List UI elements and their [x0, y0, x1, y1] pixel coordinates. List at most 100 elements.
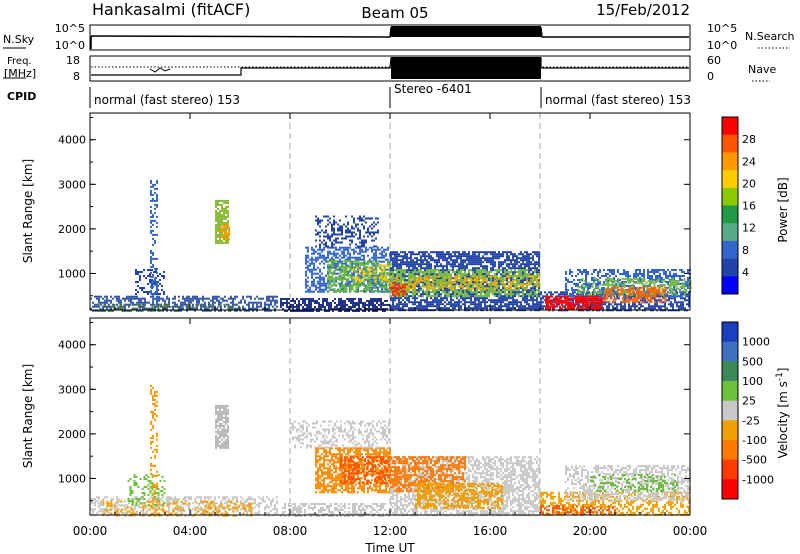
power-colorbar: 28 24 20 16 12 8 4 — [721, 116, 756, 295]
nsky-tick-top: 10^5 — [55, 22, 85, 35]
colorbar-tick-label: -1000 — [742, 473, 774, 486]
colorbar-segment — [722, 381, 738, 402]
echo-region — [150, 179, 158, 302]
colorbar-segment — [722, 341, 738, 362]
echo-region — [97, 303, 242, 312]
nsky-tick-bottom: 10^0 — [55, 39, 85, 52]
nave-tick-top: 60 — [707, 54, 721, 67]
y-tick-label: 3000 — [58, 178, 86, 191]
echo-region — [315, 447, 391, 494]
freq-label-line2: [MHz] — [4, 67, 36, 80]
x-tick-label: 16:00 — [473, 524, 508, 538]
colorbar-segment — [722, 187, 738, 206]
velocity-colorbar: 1000 500 100 25 -25 -100 -500 -1000 — [721, 321, 774, 500]
colorbar-tick-label: -25 — [742, 414, 760, 427]
colorbar-tick-label: -100 — [742, 434, 767, 447]
colorbar-frame — [721, 321, 739, 500]
cpid-label: CPID — [7, 90, 36, 103]
power-y-axis: 1000 2000 3000 4000 — [58, 116, 690, 297]
nave-tick-bottom: 0 — [707, 70, 714, 83]
colorbar-tick-label: 4 — [742, 266, 749, 279]
echo-region — [280, 298, 390, 312]
echo-region — [280, 503, 390, 517]
freq-label-line1: Freq. — [7, 56, 32, 67]
freq-strip: Freq. [MHz] 18 8 60 0 Nave — [3, 54, 776, 83]
echo-region — [545, 295, 603, 310]
echo-region — [352, 264, 391, 283]
colorbar-segment — [722, 440, 738, 461]
colorbar-segment — [722, 361, 738, 382]
freq-tick-bottom: 8 — [73, 70, 80, 83]
cpid-segment-2: Stereo -6401 — [394, 82, 472, 96]
echo-region — [102, 500, 253, 517]
cpid-row: CPID normal (fast stereo) 153 Stereo -64… — [7, 82, 691, 108]
colorbar-tick-label: 16 — [742, 200, 756, 213]
power-panel: 1000 2000 3000 4000 Slant Range [km] 28 24 20… — [21, 112, 790, 312]
colorbar-segment — [722, 322, 738, 343]
cpid-segment-1: normal (fast stereo) 153 — [94, 93, 240, 107]
velocity-data-layer — [90, 318, 691, 517]
echo-region — [220, 224, 230, 241]
y-tick-label: 2000 — [58, 428, 86, 441]
colorbar-tick-label: 100 — [742, 375, 763, 388]
date-title: 15/Feb/2012 — [596, 1, 690, 19]
colorbar-segment — [722, 117, 738, 136]
colorbar-segment — [722, 223, 738, 242]
echo-region — [290, 420, 390, 449]
colorbar-segment — [722, 479, 738, 500]
echo-region — [150, 384, 158, 505]
x-tick-label: 00:00 — [73, 524, 108, 538]
y-tick-label: 3000 — [58, 383, 86, 396]
colorbar-tick-label: 1000 — [742, 336, 770, 349]
echo-region — [315, 215, 379, 248]
y-tick-label: 2000 — [58, 223, 86, 236]
velocity-ylabel: Slant Range [km] — [21, 364, 35, 468]
velocity-colorbar-label: Velocity [m s-1] — [775, 368, 790, 459]
colorbar-tick-label: 500 — [742, 355, 763, 368]
colorbar-segment — [722, 420, 738, 441]
power-ylabel: Slant Range [km] — [21, 159, 35, 263]
nsky-strip: N.Sky 10^5 10^0 10^5 10^0 N.Search — [3, 22, 795, 52]
y-tick-label: 1000 — [58, 472, 86, 485]
echo-region — [590, 474, 678, 492]
echo-region — [340, 456, 390, 485]
nave-label: Nave — [748, 63, 776, 76]
beam-title: Beam 05 — [361, 4, 428, 22]
nsearch-label: N.Search — [745, 30, 795, 43]
nsky-label: N.Sky — [3, 33, 35, 46]
colorbar-segment — [722, 205, 738, 224]
echo-region — [415, 482, 503, 509]
colorbar-tick-label: 12 — [742, 222, 756, 235]
nsearch-tick-top: 10^5 — [707, 22, 737, 35]
velocity-y-axis: 1000 2000 3000 4000 — [58, 321, 690, 502]
colorbar-segment — [722, 276, 738, 295]
power-colorbar-label: Power [dB] — [776, 177, 790, 242]
colorbar-frame — [721, 116, 739, 295]
time-axis: 00:00 04:00 08:00 12:00 16:00 20:00 00:00 — [73, 113, 708, 538]
y-tick-label: 4000 — [58, 134, 86, 147]
x-tick-label: 04:00 — [173, 524, 208, 538]
colorbar-tick-label: 20 — [742, 177, 756, 190]
colorbar-segment — [722, 134, 738, 153]
cpid-segment-3: normal (fast stereo) 153 — [545, 93, 691, 107]
colorbar-segment — [722, 240, 738, 260]
x-tick-label: 00:00 — [673, 524, 708, 538]
colorbar-tick-label: 8 — [742, 244, 749, 257]
station-title: Hankasalmi (fitACF) — [92, 0, 250, 19]
y-tick-label: 4000 — [58, 339, 86, 352]
colorbar-segment — [722, 258, 738, 277]
echo-region — [305, 246, 391, 293]
colorbar-tick-label: -500 — [742, 454, 767, 467]
colorbar-segment — [722, 152, 738, 171]
x-tick-label: 12:00 — [373, 524, 408, 538]
colorbar-segment — [722, 459, 738, 480]
velocity-panel: 1000 2000 3000 4000 Slant Range [km] 1000 50… — [21, 317, 790, 517]
echo-region — [602, 286, 667, 303]
x-tick-label: 20:00 — [573, 524, 608, 538]
time-axis-label: Time UT — [364, 541, 415, 554]
colorbar-tick-label: 24 — [742, 155, 756, 168]
colorbar-tick-label: 28 — [742, 133, 756, 146]
echo-region — [390, 282, 406, 297]
colorbar-segment — [722, 400, 738, 421]
